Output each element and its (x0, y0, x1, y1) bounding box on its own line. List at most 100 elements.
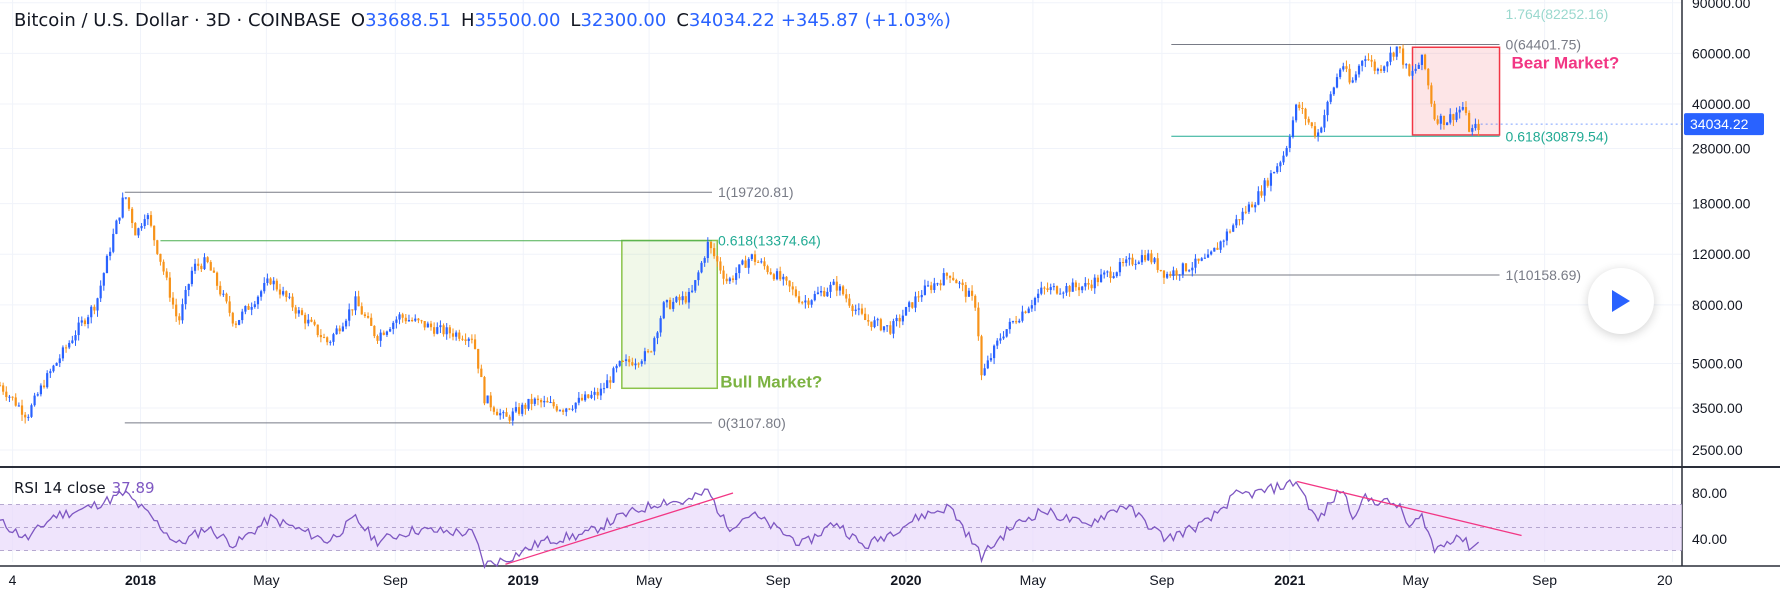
candle-body[interactable] (363, 314, 367, 317)
candle-body[interactable] (1436, 119, 1439, 124)
candle-body[interactable] (1414, 68, 1417, 71)
candle-body[interactable] (206, 257, 209, 263)
candle-body[interactable] (118, 217, 121, 221)
candle-body[interactable] (1282, 155, 1285, 163)
candle-body[interactable] (483, 377, 486, 404)
candle-body[interactable] (731, 278, 735, 280)
candle-body[interactable] (1147, 253, 1150, 261)
candle-body[interactable] (1477, 123, 1480, 131)
candle-body[interactable] (1458, 109, 1461, 113)
candle-body[interactable] (1392, 52, 1395, 57)
candle-body[interactable] (521, 404, 524, 414)
candle-body[interactable] (439, 325, 442, 328)
candle-body[interactable] (329, 341, 332, 343)
candle-body[interactable] (681, 296, 684, 301)
candle-body[interactable] (1150, 253, 1153, 263)
candle-body[interactable] (766, 266, 769, 273)
candle-body[interactable] (1156, 258, 1159, 270)
candle-body[interactable] (395, 319, 398, 323)
candle-body[interactable] (461, 338, 464, 340)
candle-body[interactable] (1121, 262, 1125, 264)
candle-body[interactable] (1430, 85, 1433, 104)
candle-body[interactable] (1474, 123, 1477, 129)
candle-body[interactable] (706, 241, 709, 259)
candle-body[interactable] (344, 320, 348, 327)
candle-body[interactable] (939, 283, 942, 286)
candle-body[interactable] (892, 321, 895, 334)
candle-body[interactable] (310, 319, 313, 322)
candle-body[interactable] (536, 398, 540, 401)
candle-body[interactable] (1011, 321, 1015, 323)
candle-body[interactable] (436, 327, 439, 334)
candle-body[interactable] (388, 329, 392, 332)
candle-body[interactable] (1125, 259, 1128, 263)
candle-body[interactable] (628, 359, 631, 363)
candle-body[interactable] (980, 336, 983, 376)
candle-body[interactable] (219, 285, 222, 295)
candle-body[interactable] (14, 397, 17, 406)
candle-body[interactable] (1401, 48, 1405, 65)
candle-body[interactable] (77, 322, 80, 336)
candle-body[interactable] (379, 332, 382, 341)
candle-body[interactable] (467, 338, 470, 342)
candle-body[interactable] (904, 307, 908, 316)
candle-body[interactable] (1423, 54, 1427, 69)
candle-body[interactable] (1272, 172, 1276, 174)
candle-body[interactable] (357, 296, 360, 307)
candle-body[interactable] (801, 302, 804, 304)
candle-body[interactable] (316, 324, 319, 336)
candle-body[interactable] (514, 407, 518, 412)
candle-body[interactable] (672, 301, 675, 309)
candle-body[interactable] (1427, 68, 1430, 86)
candle-body[interactable] (1191, 267, 1194, 271)
candle-body[interactable] (1081, 286, 1084, 291)
candle-body[interactable] (332, 334, 335, 342)
candle-body[interactable] (401, 314, 404, 318)
candle-body[interactable] (294, 307, 297, 314)
candle-body[interactable] (20, 405, 24, 415)
candle-body[interactable] (1210, 251, 1213, 255)
candle-body[interactable] (835, 281, 838, 291)
candle-body[interactable] (584, 394, 587, 401)
candle-body[interactable] (1112, 276, 1115, 279)
candle-body[interactable] (1018, 320, 1021, 323)
candle-body[interactable] (109, 251, 112, 256)
candle-body[interactable] (908, 302, 911, 308)
candle-body[interactable] (1106, 271, 1109, 273)
candle-body[interactable] (127, 197, 131, 209)
candle-body[interactable] (571, 408, 574, 410)
candle-body[interactable] (209, 262, 212, 271)
candle-body[interactable] (1446, 122, 1449, 126)
candle-body[interactable] (876, 319, 879, 321)
candle-body[interactable] (234, 323, 238, 325)
candle-body[interactable] (1137, 262, 1140, 264)
candle-body[interactable] (11, 396, 14, 398)
candle-body[interactable] (5, 391, 8, 398)
candle-body[interactable] (307, 319, 310, 324)
candle-body[interactable] (162, 261, 165, 272)
candle-body[interactable] (1096, 277, 1100, 283)
candle-body[interactable] (549, 401, 552, 403)
candle-body[interactable] (1134, 263, 1137, 265)
candle-body[interactable] (212, 270, 216, 273)
candle-body[interactable] (215, 272, 219, 286)
candle-body[interactable] (1144, 255, 1147, 261)
candle-body[interactable] (750, 254, 753, 260)
candle-body[interactable] (1046, 288, 1049, 291)
candle-body[interactable] (58, 358, 61, 363)
rsi-trendline[interactable] (1297, 480, 1522, 537)
candle-body[interactable] (942, 273, 945, 286)
candle-body[interactable] (272, 280, 275, 285)
candle-body[interactable] (864, 313, 867, 320)
candle-body[interactable] (39, 385, 42, 395)
candle-body[interactable] (804, 300, 807, 303)
candle-body[interactable] (429, 323, 433, 328)
candle-body[interactable] (665, 300, 669, 303)
candle-body[interactable] (319, 335, 322, 338)
candle-body[interactable] (1379, 68, 1383, 71)
candle-body[interactable] (486, 395, 489, 404)
candle-body[interactable] (74, 335, 77, 341)
candle-body[interactable] (297, 310, 300, 314)
candle-body[interactable] (1276, 166, 1279, 173)
